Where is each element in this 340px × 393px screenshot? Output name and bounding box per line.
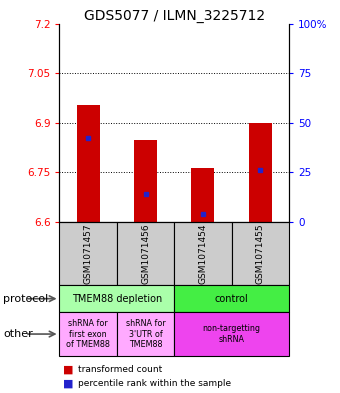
Bar	[59, 222, 117, 285]
Text: control: control	[215, 294, 249, 304]
Bar	[174, 222, 232, 285]
Text: other: other	[3, 329, 33, 339]
Text: shRNA for
first exon
of TMEM88: shRNA for first exon of TMEM88	[66, 319, 110, 349]
Bar	[77, 105, 100, 222]
Text: transformed count: transformed count	[78, 365, 163, 374]
Text: ■: ■	[63, 378, 73, 388]
Text: GSM1071455: GSM1071455	[256, 223, 265, 284]
Bar	[59, 285, 174, 312]
Bar	[134, 140, 157, 222]
Text: TMEM88 depletion: TMEM88 depletion	[72, 294, 162, 304]
Text: GSM1071454: GSM1071454	[199, 223, 207, 284]
Bar	[117, 222, 174, 285]
Bar	[174, 285, 289, 312]
Text: shRNA for
3'UTR of
TMEM88: shRNA for 3'UTR of TMEM88	[126, 319, 166, 349]
Bar	[174, 312, 289, 356]
Text: non-targetting
shRNA: non-targetting shRNA	[203, 324, 261, 344]
Bar	[117, 312, 174, 356]
Title: GDS5077 / ILMN_3225712: GDS5077 / ILMN_3225712	[84, 9, 265, 22]
Bar	[232, 222, 289, 285]
Text: percentile rank within the sample: percentile rank within the sample	[78, 379, 231, 387]
Bar	[191, 169, 215, 222]
Bar	[59, 312, 117, 356]
Text: ■: ■	[63, 364, 73, 375]
Text: GSM1071456: GSM1071456	[141, 223, 150, 284]
Bar	[249, 123, 272, 222]
Text: protocol: protocol	[3, 294, 49, 304]
Text: GSM1071457: GSM1071457	[84, 223, 93, 284]
